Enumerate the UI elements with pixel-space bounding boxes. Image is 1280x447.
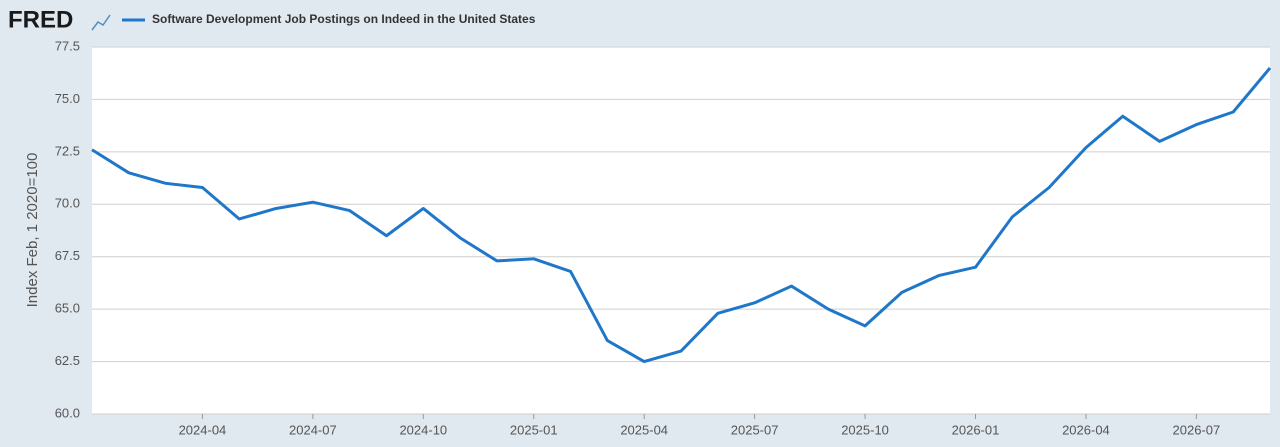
- legend-label: Software Development Job Postings on Ind…: [152, 12, 536, 26]
- y-tick-label: 72.5: [55, 143, 80, 158]
- y-tick-label: 67.5: [55, 248, 80, 263]
- x-tick-label: 2026-07: [1173, 422, 1221, 437]
- x-tick-label: 2025-01: [510, 422, 558, 437]
- x-tick-label: 2026-01: [952, 422, 1000, 437]
- x-tick-label: 2024-04: [179, 422, 227, 437]
- x-tick-label: 2024-07: [289, 422, 337, 437]
- plot-area: [92, 47, 1270, 414]
- logo-icon: [91, 14, 111, 31]
- y-tick-label: 60.0: [55, 405, 80, 420]
- y-tick-label: 62.5: [55, 353, 80, 368]
- series-line: [91, 67, 1272, 364]
- y-axis-label: Index Feb, 1 2020=100: [24, 153, 41, 308]
- y-tick-label: 75.0: [55, 91, 80, 106]
- x-tick-label: 2025-07: [731, 422, 779, 437]
- x-tick-label: 2026-04: [1062, 422, 1110, 437]
- x-tick-label: 2025-04: [620, 422, 668, 437]
- y-tick-label: 70.0: [55, 196, 80, 211]
- y-tick-label: 77.5: [55, 38, 80, 53]
- x-tick-label: 2024-10: [399, 422, 447, 437]
- logo: FRED: [8, 6, 73, 33]
- y-tick-label: 65.0: [55, 301, 80, 316]
- x-tick-label: 2025-10: [841, 422, 889, 437]
